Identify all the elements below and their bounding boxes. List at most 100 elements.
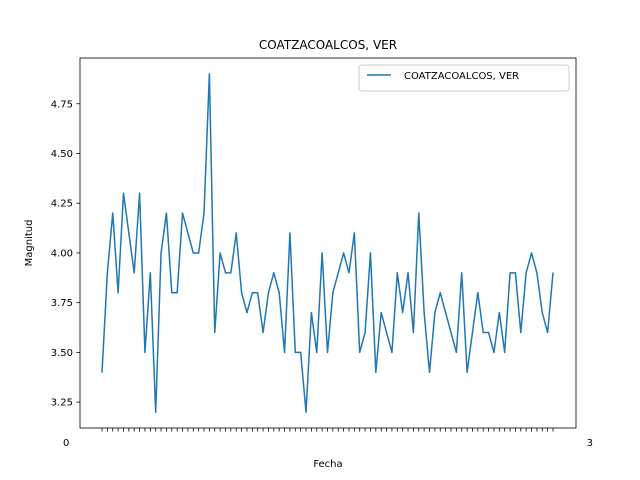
data-point — [359, 351, 361, 354]
data-point — [369, 252, 372, 254]
data-point — [445, 312, 447, 314]
data-point — [407, 272, 409, 274]
data-point — [208, 73, 210, 75]
y-axis-label: Magnitud — [24, 220, 35, 267]
data-point — [203, 212, 205, 214]
data-point — [530, 252, 533, 254]
data-point — [310, 312, 312, 314]
x-tick-label: 0 — [63, 438, 69, 449]
data-point — [192, 252, 194, 254]
data-point — [235, 232, 237, 234]
data-point — [428, 371, 431, 373]
data-point — [187, 232, 189, 234]
data-point — [536, 272, 538, 274]
data-point — [504, 351, 506, 354]
data-point — [138, 192, 141, 194]
data-point — [477, 292, 479, 294]
data-point — [498, 312, 500, 314]
data-point — [391, 351, 393, 354]
data-point — [262, 331, 264, 334]
data-point — [482, 331, 484, 334]
y-axis: 3.25 3.50 3.75 4.00 4.25 4.50 4.75 — [51, 99, 80, 409]
data-point — [434, 312, 436, 314]
data-point — [149, 272, 151, 274]
data-point — [283, 351, 286, 354]
y-tick-label: 4.25 — [51, 199, 73, 210]
data-point — [466, 371, 468, 373]
data-point — [214, 331, 216, 334]
data-point — [380, 312, 382, 314]
data-point — [300, 351, 302, 354]
data-point — [133, 272, 135, 274]
data-point — [267, 292, 270, 294]
data-point — [224, 272, 227, 274]
data-point — [439, 292, 441, 294]
data-point — [289, 232, 291, 234]
data-point — [305, 411, 307, 413]
data-point — [353, 232, 355, 234]
data-point — [176, 292, 178, 294]
data-point — [332, 292, 334, 294]
data-point — [326, 351, 329, 354]
axes-frame — [79, 57, 577, 429]
data-point — [509, 272, 511, 274]
data-point — [337, 272, 339, 274]
data-point — [487, 331, 490, 334]
data-point — [423, 312, 425, 314]
data-point — [316, 351, 318, 354]
data-point — [106, 272, 108, 274]
chart-title: COATZACOALCOS, VER — [259, 38, 397, 52]
data-point — [321, 252, 323, 254]
legend-box — [358, 64, 570, 92]
data-point — [375, 371, 377, 373]
data-point — [450, 331, 452, 334]
data-point — [294, 351, 296, 354]
data-point — [493, 351, 495, 354]
data-point — [418, 212, 420, 214]
y-tick-label: 3.75 — [51, 298, 73, 309]
data-point — [471, 331, 474, 334]
legend-label: COATZACOALCOS, VER — [404, 71, 519, 82]
y-tick-label: 3.50 — [51, 348, 73, 359]
y-tick-label: 4.50 — [51, 149, 73, 160]
data-point — [240, 292, 243, 294]
data-point — [230, 272, 232, 274]
data-point — [219, 252, 221, 254]
data-point — [128, 232, 130, 234]
data-point — [461, 272, 463, 274]
data-point — [155, 411, 157, 413]
data-point — [257, 292, 259, 294]
data-point — [278, 292, 280, 294]
data-point — [541, 312, 543, 314]
x-tick-label: 3 — [587, 438, 593, 449]
data-point — [520, 331, 522, 334]
data-point — [514, 272, 517, 274]
data-point — [552, 272, 554, 274]
data-point — [343, 252, 345, 254]
x-axis-label: Fecha — [313, 459, 342, 470]
data-point — [246, 312, 248, 314]
data-point — [251, 292, 253, 294]
data-point — [385, 331, 388, 334]
y-tick-label: 3.25 — [51, 398, 73, 409]
data-point — [144, 351, 146, 354]
data-point — [160, 252, 162, 254]
y-tick-label: 4.00 — [51, 248, 73, 259]
data-point — [396, 272, 398, 274]
legend: COATZACOALCOS, VER — [358, 64, 570, 92]
data-point — [181, 212, 184, 214]
y-tick-label: 4.75 — [51, 99, 73, 110]
series-layer — [101, 73, 554, 413]
data-point — [364, 331, 366, 334]
data-point — [455, 351, 457, 354]
data-point — [101, 371, 103, 373]
data-point — [402, 312, 404, 314]
data-point — [165, 212, 168, 214]
data-point — [117, 292, 119, 294]
data-point — [171, 292, 173, 294]
data-point — [547, 331, 549, 334]
data-point — [348, 272, 350, 274]
data-point — [112, 212, 114, 214]
